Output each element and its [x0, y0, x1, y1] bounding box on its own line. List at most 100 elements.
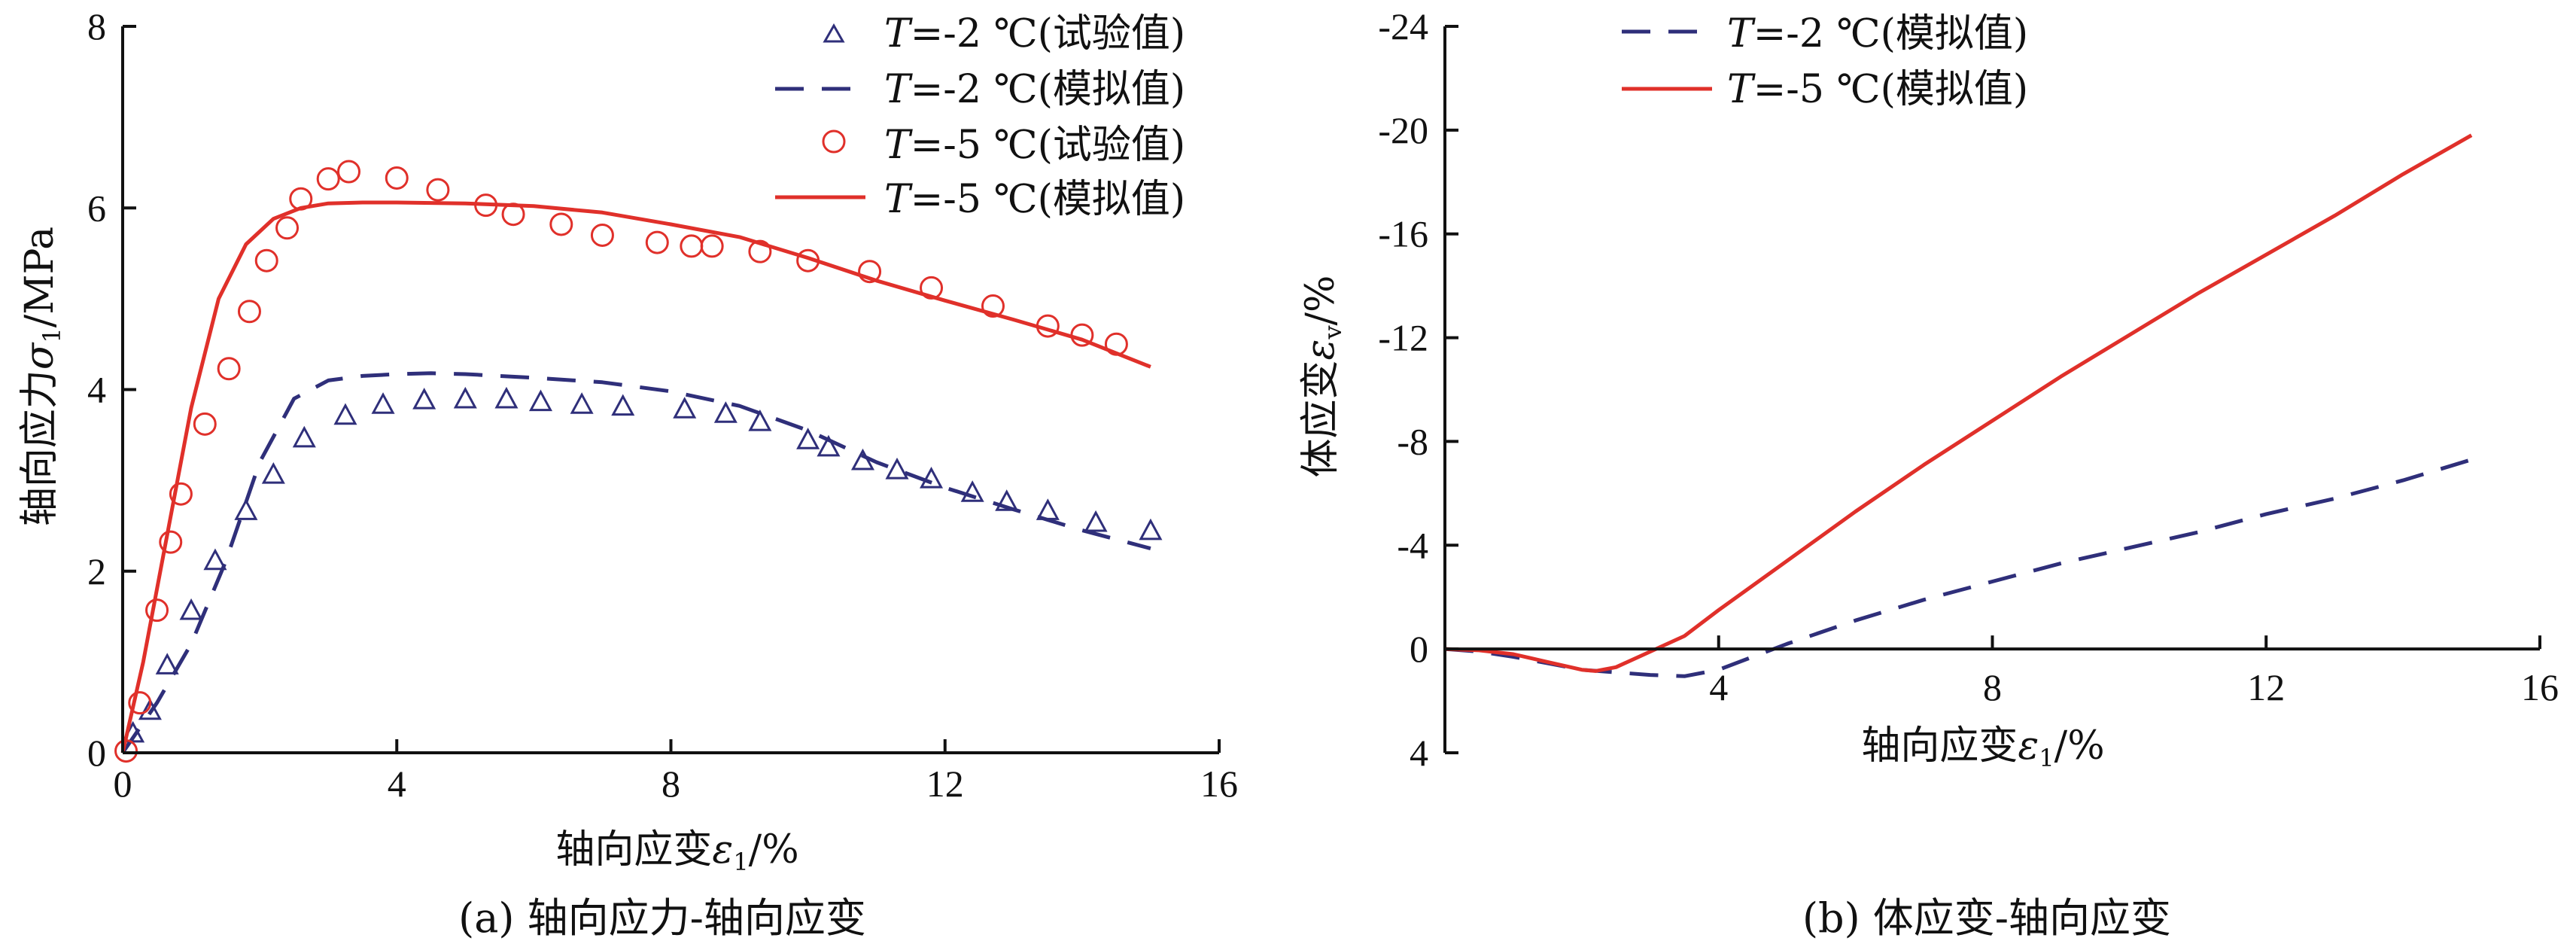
legend-marker-circle	[822, 129, 846, 154]
y-tick-label-a: 2	[87, 550, 106, 592]
legend-label-a-exp-minus5: T=-5 ℃(试验值)	[884, 123, 1185, 168]
data-point-circle	[316, 167, 340, 191]
x-tick-label-a: 16	[1200, 763, 1238, 805]
data-point-triangle	[453, 386, 477, 409]
data-point-triangle	[528, 389, 552, 412]
y-tick-label-a: 4	[87, 369, 106, 411]
data-point-triangle	[1084, 510, 1108, 532]
data-point-triangle	[261, 461, 285, 484]
y-tick-label-b: -12	[1378, 317, 1428, 359]
data-point-circle	[159, 530, 183, 554]
y-tick-label-a: 8	[87, 5, 106, 47]
y-tick-label-b: -24	[1378, 5, 1428, 47]
legend-item-b-sim-minus2: T=-2 ℃(模拟值)	[1622, 11, 2028, 56]
x-tick-label-b: 4	[1709, 666, 1728, 708]
data-point-circle	[128, 691, 152, 715]
data-point-circle	[254, 248, 278, 273]
y-tick-label-b: -16	[1378, 213, 1428, 255]
data-point-circle	[193, 412, 217, 436]
chart-panel-b: 4 0 -4 -8 -12 -16 -20 -24 4 8 12 16 体应变εv/% 轴向应变ε1/…	[1298, 5, 2559, 942]
data-point-triangle	[1139, 518, 1163, 540]
data-point-triangle	[570, 392, 594, 414]
legend-label-b-sim-minus5: T=-5 ℃(模拟值)	[1727, 67, 2028, 112]
data-point-triangle	[333, 403, 357, 425]
legend-item-a-exp-minus5: T=-5 ℃(试验值)	[822, 123, 1185, 168]
data-point-circle	[645, 230, 669, 254]
data-point-triangle	[673, 397, 697, 419]
data-point-triangle	[292, 425, 316, 448]
data-point-triangle	[155, 653, 179, 674]
x-tick-label-b: 12	[2247, 666, 2285, 708]
y-axis-label-a: 轴向应力σ1/MPa	[17, 227, 66, 526]
chart-panel-a: 0 2 4 6 8 0 4 8 12 16 轴向应力σ1/MPa 轴向应变ε1/% (a) 轴向应…	[17, 5, 1238, 942]
data-point-triangle	[885, 457, 909, 480]
data-point-circle	[981, 294, 1005, 318]
y-tick-label-a: 6	[87, 187, 106, 229]
legend-b: T=-2 ℃(模拟值) T=-5 ℃(模拟值)	[1622, 11, 2028, 112]
legend-item-b-sim-minus5: T=-5 ℃(模拟值)	[1622, 67, 2028, 112]
legend-item-a-exp-minus2: T=-2 ℃(试验值)	[823, 11, 1185, 56]
y-axis-label-b: 体应变εv/%	[1298, 276, 1347, 478]
series-line-b-0	[1444, 458, 2472, 678]
data-point-triangle	[817, 434, 841, 457]
legend-item-a-sim-minus2: T=-2 ℃(模拟值)	[775, 67, 1185, 112]
x-tick-label-b: 8	[1983, 666, 2002, 708]
data-point-circle	[337, 160, 361, 184]
axes-a: 0 2 4 6 8 0 4 8 12 16	[87, 5, 1238, 805]
series-layer-b	[1444, 133, 2473, 678]
legend-a: T=-2 ℃(试验值) T=-2 ℃(模拟值) T=-5 ℃(试验值) T=-5…	[775, 11, 1185, 222]
x-tick-label-a: 4	[388, 763, 406, 805]
legend-marker-triangle	[823, 23, 845, 43]
y-tick-label-b: -20	[1378, 109, 1428, 151]
data-point-circle	[169, 482, 193, 506]
data-point-triangle	[494, 386, 519, 409]
x-tick-label-b: 16	[2521, 666, 2559, 708]
axes-b: 4 0 -4 -8 -12 -16 -20 -24 4 8 12 16	[1378, 5, 2559, 774]
data-point-circle	[680, 234, 704, 258]
data-point-circle	[385, 166, 409, 190]
data-point-circle	[237, 300, 261, 324]
caption-a: (a) 轴向应力-轴向应变	[458, 894, 866, 942]
data-point-triangle	[234, 498, 258, 520]
data-point-triangle	[713, 401, 738, 423]
series-layer-a	[114, 160, 1163, 763]
data-point-triangle	[995, 489, 1019, 511]
data-point-triangle	[748, 409, 772, 431]
data-point-circle	[426, 178, 450, 202]
data-point-triangle	[960, 480, 984, 502]
data-point-triangle	[920, 466, 944, 489]
data-point-circle	[217, 357, 241, 381]
data-point-triangle	[371, 392, 395, 414]
x-tick-label-a: 0	[114, 763, 132, 805]
x-axis-label-b: 轴向应变ε1/%	[1861, 723, 2104, 772]
data-point-circle	[858, 260, 882, 284]
data-point-triangle	[611, 394, 635, 416]
data-point-triangle	[796, 428, 820, 449]
y-tick-label-b: 0	[1410, 628, 1428, 670]
series-line-a-1	[120, 371, 1151, 754]
y-tick-label-a: 0	[87, 732, 106, 774]
x-axis-label-a: 轴向应变ε1/%	[555, 827, 798, 876]
legend-label-a-sim-minus2: T=-2 ℃(模拟值)	[884, 67, 1185, 112]
legend-item-a-sim-minus5: T=-5 ℃(模拟值)	[775, 177, 1185, 222]
data-point-circle	[748, 239, 772, 263]
data-point-triangle	[203, 548, 227, 571]
data-point-circle	[590, 223, 614, 247]
legend-label-a-sim-minus5: T=-5 ℃(模拟值)	[884, 177, 1185, 222]
caption-b: (b) 体应变-轴向应变	[1802, 894, 2171, 942]
x-tick-label-a: 8	[661, 763, 680, 805]
legend-label-b-sim-minus2: T=-2 ℃(模拟值)	[1727, 11, 2028, 56]
x-tick-label-a: 12	[926, 763, 964, 805]
data-point-circle	[549, 212, 573, 236]
series-line-a-3	[120, 200, 1151, 754]
data-point-triangle	[179, 598, 203, 620]
data-point-triangle	[138, 698, 162, 720]
y-tick-label-b: 4	[1410, 732, 1428, 774]
legend-label-a-exp-minus2: T=-2 ℃(试验值)	[884, 11, 1185, 56]
y-tick-label-b: -8	[1397, 420, 1428, 462]
y-tick-label-b: -4	[1397, 524, 1428, 566]
series-line-b-1	[1444, 133, 2473, 673]
data-point-circle	[275, 216, 300, 240]
data-point-circle	[700, 234, 724, 258]
